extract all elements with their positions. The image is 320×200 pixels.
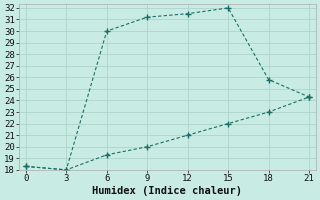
X-axis label: Humidex (Indice chaleur): Humidex (Indice chaleur) — [92, 186, 243, 196]
